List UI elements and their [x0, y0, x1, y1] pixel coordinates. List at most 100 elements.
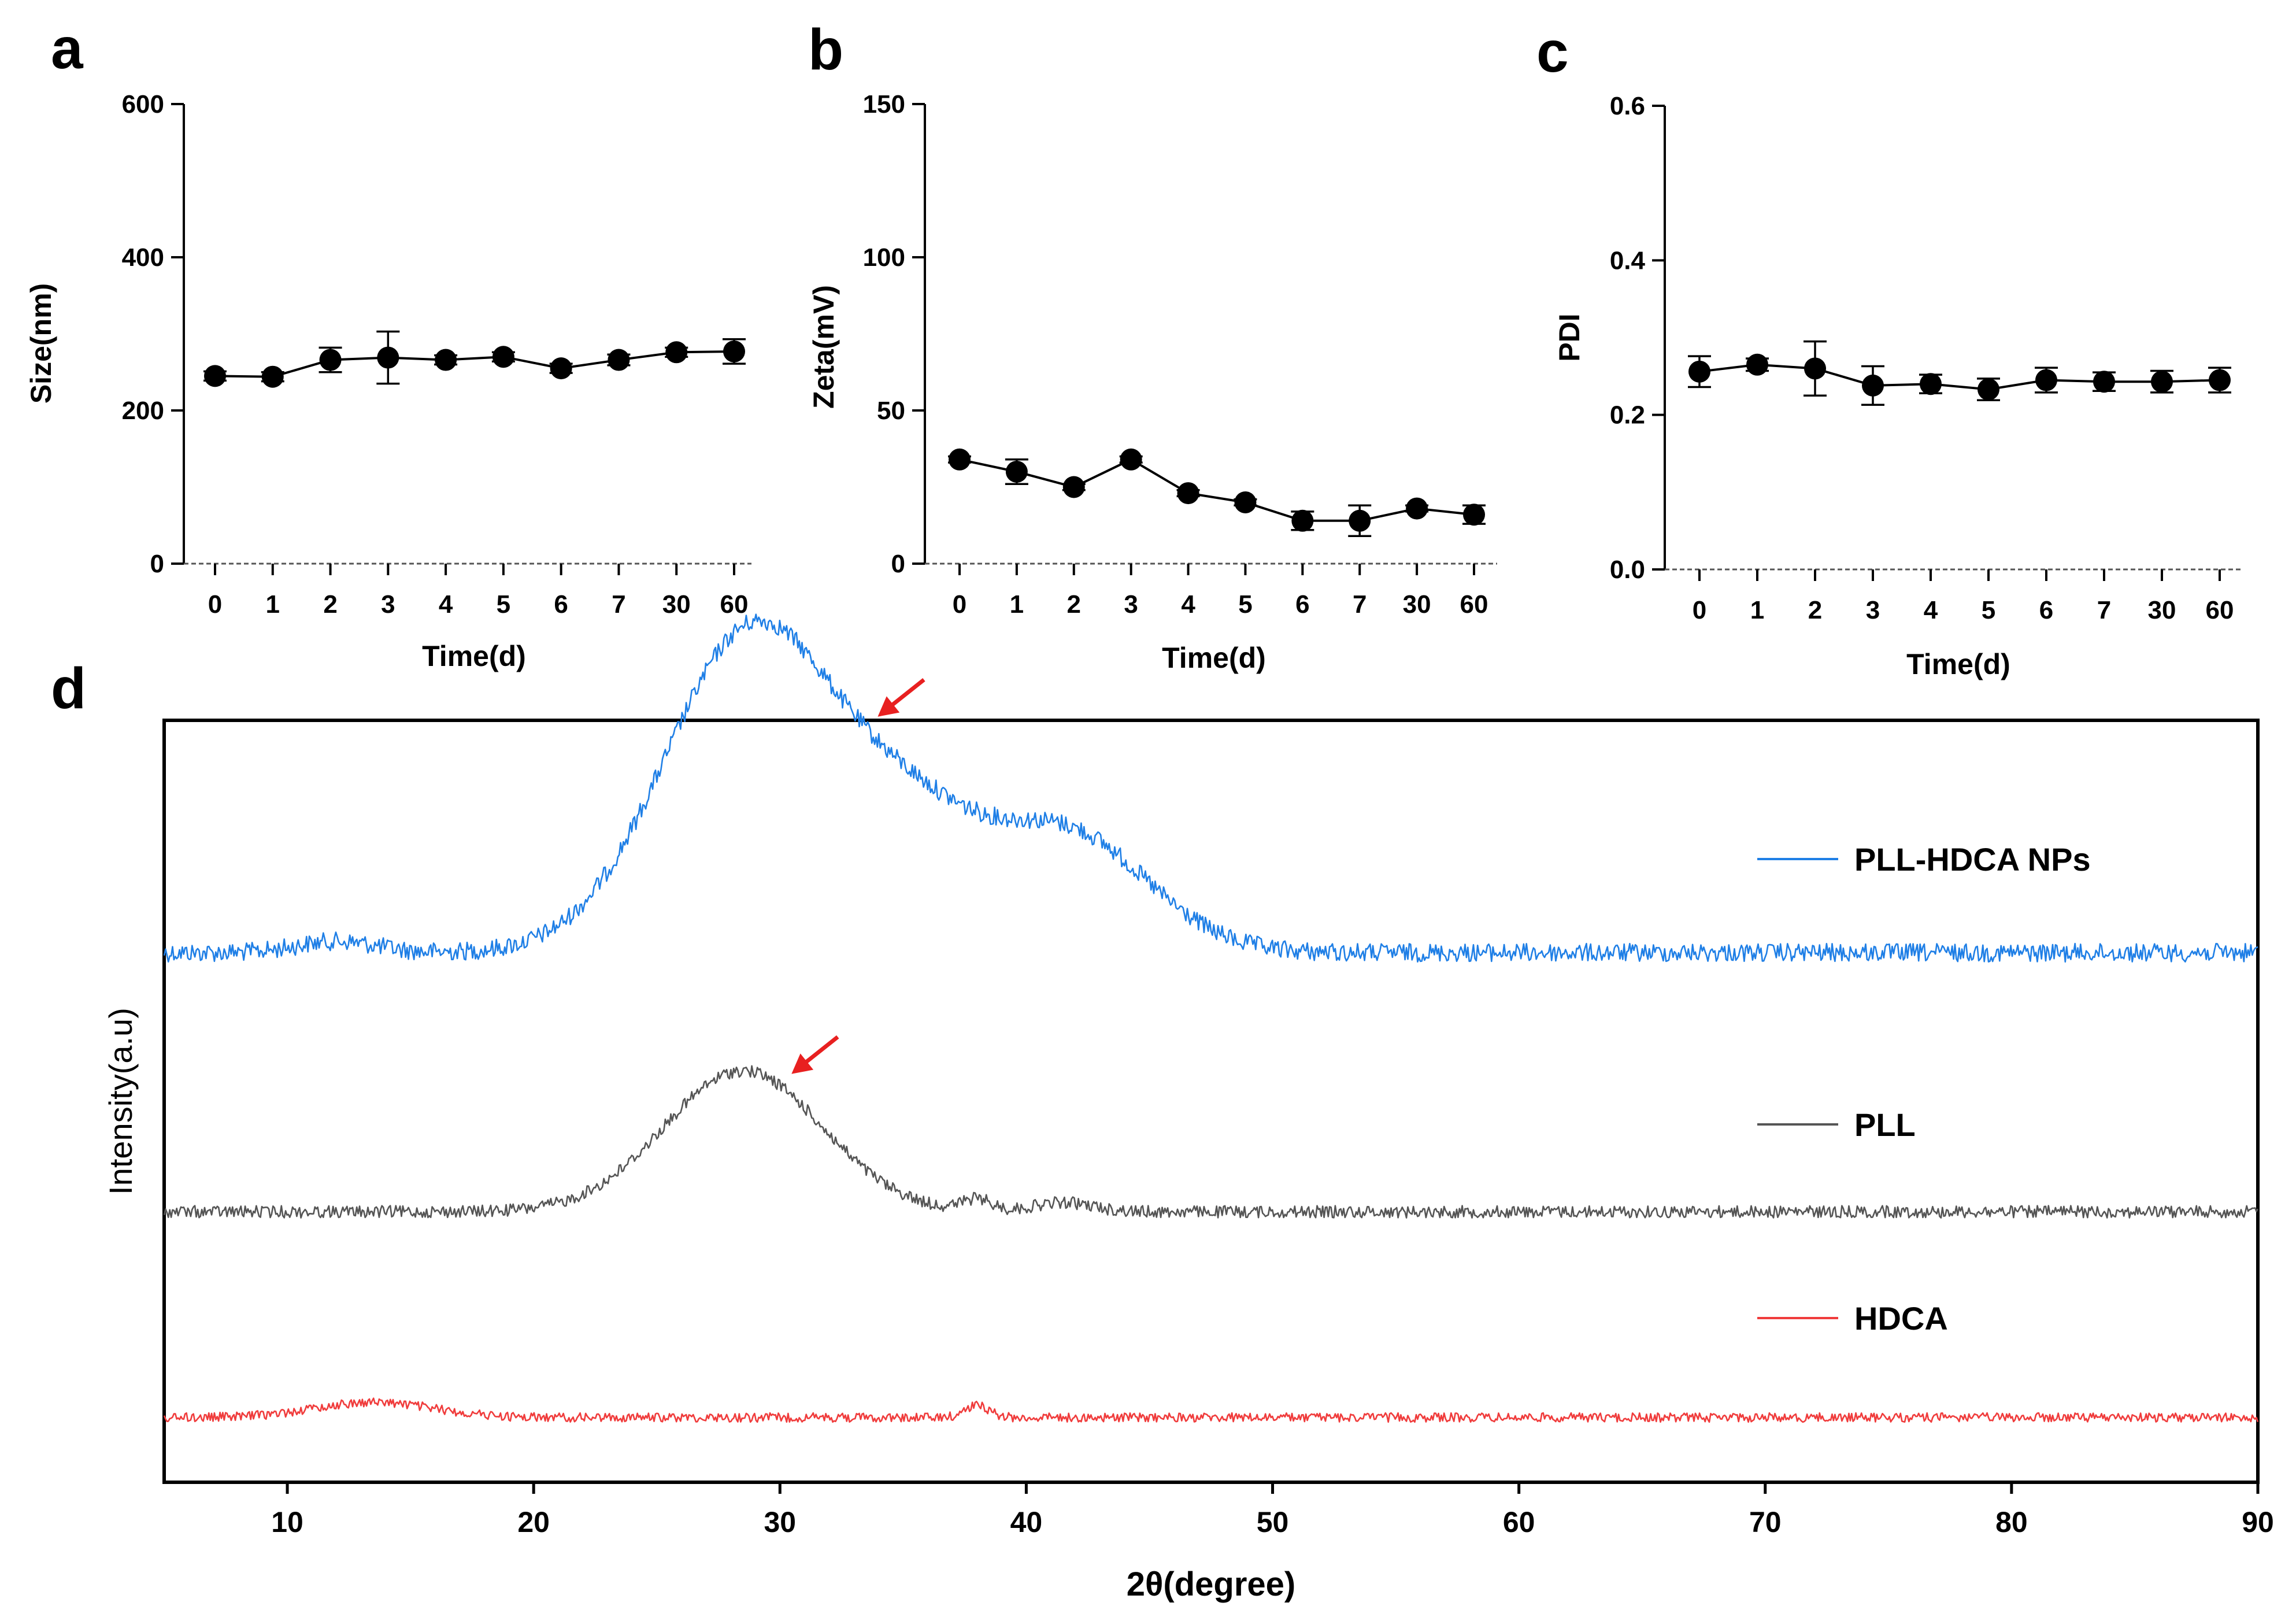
panel-c-data-point: [2093, 371, 2115, 393]
panel-a-xtick-label: 4: [439, 590, 453, 619]
panel-a-xtick-label: 6: [554, 590, 568, 619]
panel-a-data-point: [377, 346, 399, 369]
panel-a-xtick-label: 0: [208, 590, 222, 619]
panel-c-series-line: [1699, 363, 2220, 391]
panel-letter-c: c: [1536, 20, 1569, 84]
panel-a-data-point: [435, 349, 457, 371]
panel-c-ytick-label: 0.4: [1610, 246, 1646, 275]
panel-c-xlabel: Time(d): [1906, 648, 2010, 680]
panel-a-data-point: [492, 346, 514, 368]
panel-a-series-line: [214, 350, 735, 378]
panel-c-data-point: [1688, 360, 1710, 383]
panel-c-xtick-label: 0: [1693, 596, 1706, 624]
panel-a-ytick-label: 0: [150, 550, 164, 578]
panel-d-series-pll-hdca-nps: [163, 613, 2258, 963]
panel-c-data-point: [2151, 371, 2173, 393]
panel-b-ytick-label: 0: [891, 550, 905, 578]
panel-a-xtick-label: 7: [612, 590, 625, 619]
panel-c-data-point: [1920, 373, 1942, 395]
panel-c-xtick-label: 1: [1750, 596, 1764, 624]
panel-a-xtick-label: 2: [323, 590, 337, 619]
panel-b-xtick-label: 5: [1238, 590, 1252, 619]
panel-a-xtick-label: 5: [497, 590, 510, 619]
panel-b-xtick-label: 2: [1067, 590, 1081, 619]
panel-a-data-point: [608, 349, 630, 371]
panel-c-ylabel: PDI: [1553, 313, 1586, 361]
panel-c-xtick-label: 2: [1808, 596, 1822, 624]
panel-a-data-point: [665, 341, 688, 364]
panel-c-data-point: [1862, 374, 1884, 397]
panel-a-ytick-label: 200: [122, 397, 164, 425]
panel-b-xtick-label: 6: [1295, 590, 1309, 619]
panel-c-xtick-label: 7: [2097, 596, 2111, 624]
panel-c-data-point: [1804, 357, 1826, 380]
panel-b-data-point: [1349, 509, 1371, 532]
panel-a-xtick-label: 3: [381, 590, 395, 619]
panel-d-arrow-head: [877, 696, 900, 717]
panel-c-ytick-label: 0.6: [1610, 92, 1645, 120]
panel-b-ytick-label: 100: [863, 243, 905, 272]
panel-d-legend-label: PLL: [1854, 1106, 1916, 1143]
panel-b-data-point: [1062, 476, 1085, 498]
panel-c-xtick-label: 30: [2148, 596, 2176, 624]
panel-d-series-pll: [163, 1065, 2259, 1219]
panel-c-xtick-label: 5: [1982, 596, 1995, 624]
panel-b-ytick-label: 150: [863, 90, 905, 119]
panel-a-xtick-label: 1: [266, 590, 280, 619]
panel-c-data-point: [2209, 369, 2231, 391]
panel-b-zeta-chart: Zeta(mV) Time(d) 0 50 100 150 0 1 2 3 4 5 6 7 30 60: [808, 90, 1497, 674]
panel-b-xtick-label: 7: [1353, 590, 1367, 619]
panel-a-data-point: [550, 357, 572, 380]
panel-a-xtick-label: 30: [662, 590, 691, 619]
panel-d-xtick-label: 70: [1749, 1506, 1782, 1538]
panel-b-data-point: [1234, 491, 1257, 513]
panel-d-arrow-head: [791, 1053, 814, 1074]
panel-letter-d: d: [51, 656, 86, 721]
panel-c-data-point: [1746, 353, 1768, 376]
panel-d-legend-label: PLL-HDCA NPs: [1854, 841, 2091, 878]
panel-d-ylabel: Intensity(a.u): [102, 1008, 139, 1195]
panel-d-xtick-label: 30: [764, 1506, 796, 1538]
panel-d-xtick-label: 20: [517, 1506, 550, 1538]
panel-d-frame: [162, 719, 2260, 1484]
panel-c-data-point: [2035, 369, 2057, 391]
panel-d-xtick-label: 40: [1010, 1506, 1043, 1538]
panel-d-legend-label: HDCA: [1854, 1300, 1948, 1337]
panel-letter-a: a: [51, 16, 84, 81]
panel-b-xtick-label: 60: [1460, 590, 1488, 619]
panel-a-ytick-label: 400: [122, 243, 164, 272]
panel-a-size-chart: Size(nm) Time(d) 0 200 400 600 0 1 2 3 4 5 6 7 30 60: [25, 90, 751, 672]
panel-d-xtick-label: 10: [271, 1506, 303, 1538]
panel-c-xtick-label: 3: [1866, 596, 1880, 624]
panel-b-data-point: [949, 448, 971, 471]
panel-a-xtick-label: 60: [720, 590, 749, 619]
panel-d-xtick-label: 50: [1257, 1506, 1289, 1538]
panel-a-ytick-label: 600: [122, 90, 164, 119]
panel-d-xrd-chart: Intensity(a.u) 2θ(degree) 10 20 30 40 50 60 70…: [102, 613, 2274, 1603]
panel-b-data-point: [1005, 461, 1028, 483]
panel-b-data-point: [1406, 497, 1428, 520]
panel-b-data-point: [1177, 482, 1199, 505]
panel-c-ytick-label: 0.2: [1610, 401, 1645, 430]
panel-b-data-point: [1463, 504, 1485, 526]
panel-b-xtick-label: 30: [1403, 590, 1431, 619]
panel-b-data-point: [1120, 448, 1142, 471]
panel-c-xtick-label: 4: [1924, 596, 1938, 624]
panel-b-ytick-label: 50: [877, 397, 905, 425]
panel-a-data-point: [204, 365, 226, 387]
panel-b-series-line: [959, 458, 1475, 522]
panel-b-xtick-label: 1: [1010, 590, 1024, 619]
panel-d-xtick-label: 80: [1995, 1506, 2028, 1538]
panel-d-xtick-label: 90: [2242, 1506, 2274, 1538]
panel-b-data-point: [1291, 509, 1314, 532]
panel-c-ytick-label: 0.0: [1610, 556, 1645, 584]
panel-c-xtick-label: 6: [2039, 596, 2053, 624]
panel-b-ylabel: Zeta(mV): [808, 285, 840, 409]
panel-a-data-point: [261, 365, 284, 388]
panel-b-xlabel: Time(d): [1162, 642, 1266, 674]
panel-b-xtick-label: 4: [1181, 590, 1195, 619]
panel-b-xtick-label: 3: [1124, 590, 1138, 619]
panel-letter-b: b: [808, 17, 843, 82]
panel-a-data-point: [723, 340, 745, 362]
